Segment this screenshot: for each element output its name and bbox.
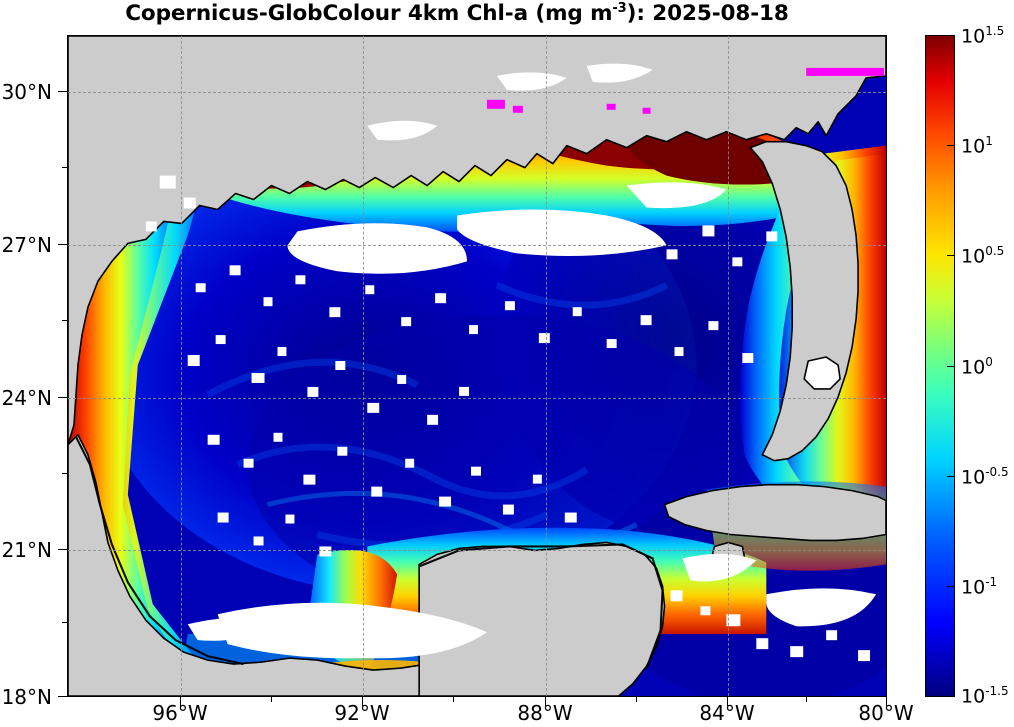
ytick-label-21n: 21°N — [1, 538, 52, 562]
gridline-30n — [68, 92, 886, 93]
ytick-18n — [58, 696, 67, 697]
gridline-96w — [181, 36, 182, 696]
chlorophyll-map-panel[interactable] — [67, 35, 887, 697]
xtick-label-96w: 96°W — [152, 701, 208, 725]
colorbar-tick-0 — [947, 366, 955, 367]
colorbar-label-neg1: 10-1 — [961, 575, 998, 599]
gridline-27n — [68, 245, 886, 246]
no-data-gaps — [145, 63, 877, 662]
colorbar-label-1: 101 — [961, 134, 993, 158]
xtick-88w — [545, 697, 546, 706]
page-title: Copernicus-GlobColour 4km Chl-a (mg m-3)… — [0, 1, 914, 26]
colorbar-label-05: 100.5 — [961, 244, 1005, 268]
colorbar-label-15: 101.5 — [961, 24, 1005, 48]
ytick-label-30n: 30°N — [1, 80, 52, 104]
ytick-minor-3 — [62, 473, 67, 474]
ytick-minor-1 — [62, 167, 67, 168]
ytick-label-18n: 18°N — [1, 685, 52, 709]
chlorophyll-raster — [68, 36, 886, 696]
xtick-minor-1 — [271, 697, 272, 702]
gridline-92w — [363, 36, 364, 696]
colorbar-label-neg15: 10-1.5 — [961, 684, 1009, 708]
colorbar-tick-neg05 — [947, 476, 955, 477]
ytick-21n — [58, 549, 67, 550]
ytick-27n — [58, 244, 67, 245]
ytick-30n — [58, 91, 67, 92]
xtick-label-88w: 88°W — [517, 701, 573, 725]
title-exponent: -3 — [612, 1, 627, 16]
xtick-80w — [886, 697, 887, 706]
colorbar-tick-neg1 — [947, 586, 955, 587]
xtick-label-80w: 80°W — [858, 701, 914, 725]
gridline-24n — [68, 398, 886, 399]
colorbar-label-0: 100 — [961, 355, 993, 379]
colorbar-tick-1 — [947, 145, 955, 146]
gridline-84w — [728, 36, 729, 696]
ytick-minor-4 — [62, 622, 67, 623]
colorbar-label-neg05: 10-0.5 — [961, 465, 1009, 489]
xtick-label-84w: 84°W — [699, 701, 755, 725]
xtick-minor-3 — [636, 697, 637, 702]
ytick-24n — [58, 397, 67, 398]
xtick-84w — [727, 697, 728, 706]
xtick-label-92w: 92°W — [334, 701, 390, 725]
gridline-21n — [68, 550, 886, 551]
ytick-minor-2 — [62, 320, 67, 321]
xtick-96w — [180, 697, 181, 706]
ytick-label-24n: 24°N — [1, 386, 52, 410]
colorbar-tick-05 — [947, 255, 955, 256]
ytick-label-27n: 27°N — [1, 233, 52, 257]
gridline-88w — [546, 36, 547, 696]
title-prefix: Copernicus-GlobColour 4km Chl-a (mg m — [125, 1, 613, 27]
land-mask — [68, 36, 886, 696]
flagged-pixels — [486, 67, 885, 114]
title-suffix: ): 2025-08-18 — [626, 1, 789, 27]
xtick-minor-4 — [806, 697, 807, 702]
xtick-92w — [362, 697, 363, 706]
xtick-minor-2 — [453, 697, 454, 702]
